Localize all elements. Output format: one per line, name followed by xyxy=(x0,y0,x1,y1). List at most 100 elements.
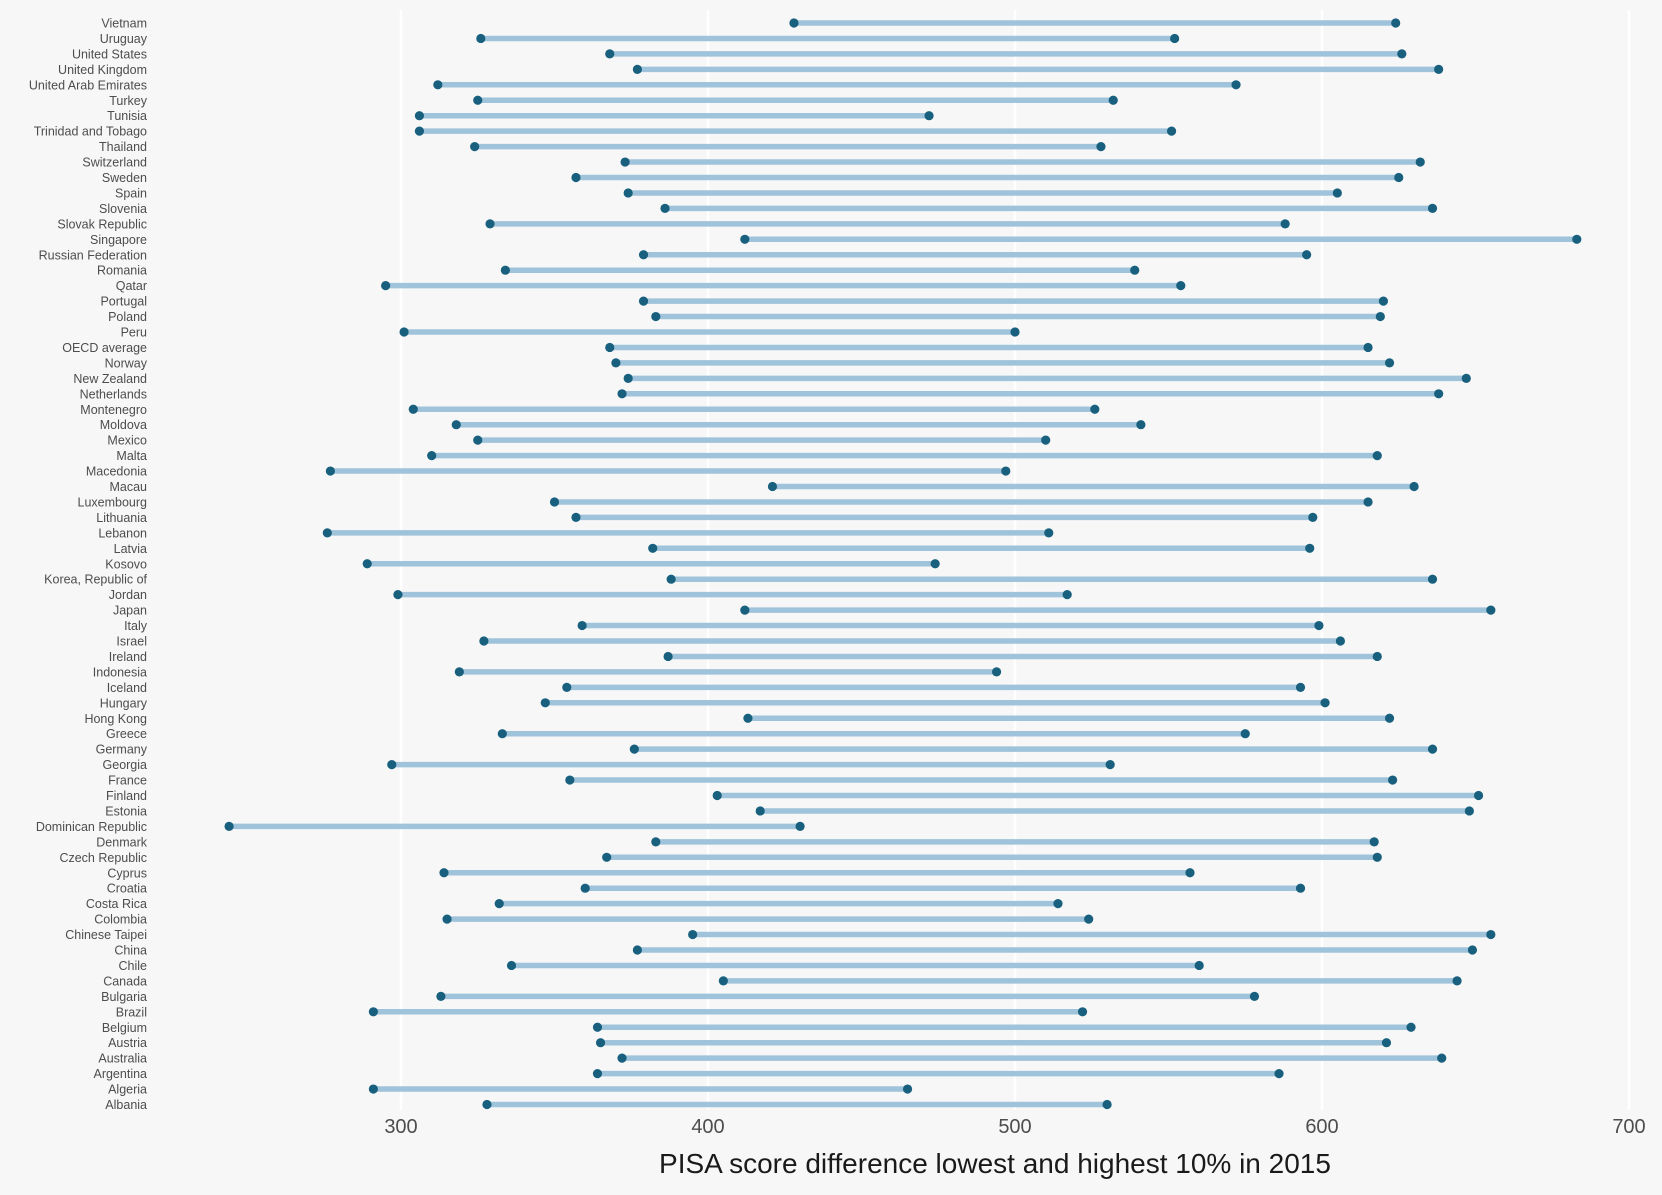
point-low-hong-kong xyxy=(743,713,753,723)
category-label-united-states: United States xyxy=(72,47,147,61)
point-low-macedonia xyxy=(325,466,335,476)
category-label-indonesia: Indonesia xyxy=(93,665,147,679)
point-low-sweden xyxy=(571,172,581,183)
category-label-israel: Israel xyxy=(116,635,147,649)
point-high-united-arab-emirates xyxy=(1231,80,1241,90)
category-label-singapore: Singapore xyxy=(90,233,147,247)
category-label-new-zealand: New Zealand xyxy=(73,372,147,386)
point-low-iceland xyxy=(562,682,572,692)
point-high-thailand xyxy=(1096,142,1106,152)
point-low-qatar xyxy=(381,281,391,291)
point-high-indonesia xyxy=(991,667,1002,677)
point-low-china xyxy=(632,945,642,955)
point-low-ireland xyxy=(663,651,673,662)
category-label-tunisia: Tunisia xyxy=(107,109,147,123)
category-label-mexico: Mexico xyxy=(107,434,147,448)
category-label-denmark: Denmark xyxy=(96,835,147,849)
category-label-korea-republic-of: Korea, Republic of xyxy=(44,573,147,587)
category-label-trinidad-and-tobago: Trinidad and Tobago xyxy=(34,125,147,139)
category-label-georgia: Georgia xyxy=(103,758,148,772)
point-low-spain xyxy=(623,188,633,198)
category-label-chinese-taipei: Chinese Taipei xyxy=(65,928,147,942)
point-high-new-zealand xyxy=(1461,373,1471,383)
point-high-finland xyxy=(1473,790,1484,801)
point-low-singapore xyxy=(740,234,750,244)
category-label-sweden: Sweden xyxy=(102,171,147,185)
point-low-luxembourg xyxy=(549,497,560,507)
category-label-romania: Romania xyxy=(97,264,147,278)
category-label-austria: Austria xyxy=(108,1036,147,1050)
point-high-tunisia xyxy=(924,111,934,121)
category-label-peru: Peru xyxy=(121,326,147,340)
category-label-switzerland: Switzerland xyxy=(82,156,147,170)
point-low-italy xyxy=(577,620,587,631)
point-low-chile xyxy=(506,960,517,971)
point-low-latvia xyxy=(648,543,658,553)
point-high-kosovo xyxy=(930,559,940,569)
category-label-algeria: Algeria xyxy=(108,1083,147,1097)
category-label-germany: Germany xyxy=(96,743,148,757)
point-high-peru xyxy=(1010,327,1020,337)
point-high-montenegro xyxy=(1090,404,1100,414)
point-low-romania xyxy=(500,265,510,275)
x-tick-300: 300 xyxy=(384,1116,417,1138)
point-low-estonia xyxy=(755,806,765,816)
point-high-romania xyxy=(1130,265,1140,275)
point-low-mexico xyxy=(473,435,483,445)
point-low-peru xyxy=(399,327,409,337)
point-low-france xyxy=(565,775,575,785)
point-low-macau xyxy=(767,481,778,492)
category-label-australia: Australia xyxy=(98,1052,147,1066)
point-high-austria xyxy=(1381,1038,1392,1048)
category-label-luxembourg: Luxembourg xyxy=(78,495,148,509)
point-high-bulgaria xyxy=(1249,991,1260,1001)
point-low-denmark xyxy=(651,837,661,847)
point-high-oecd-average xyxy=(1363,342,1373,353)
point-low-switzerland xyxy=(620,157,630,167)
point-high-singapore xyxy=(1572,234,1582,244)
point-high-colombia xyxy=(1084,914,1094,924)
point-low-georgia xyxy=(387,760,397,770)
point-high-mexico xyxy=(1041,435,1051,445)
point-high-russian-federation xyxy=(1302,250,1312,260)
category-label-malta: Malta xyxy=(116,449,147,463)
point-low-hungary xyxy=(540,698,550,708)
category-label-thailand: Thailand xyxy=(99,140,147,154)
point-low-colombia xyxy=(442,914,452,924)
category-label-albania: Albania xyxy=(105,1098,147,1112)
point-low-greece xyxy=(497,729,507,739)
point-low-australia xyxy=(617,1053,627,1063)
point-high-uruguay xyxy=(1170,33,1180,44)
point-high-germany xyxy=(1427,744,1438,754)
point-low-united-kingdom xyxy=(632,64,642,74)
category-label-ireland: Ireland xyxy=(109,650,147,664)
category-label-italy: Italy xyxy=(124,619,148,633)
point-low-slovak-republic xyxy=(485,219,495,229)
point-high-hungary xyxy=(1320,698,1330,708)
point-high-spain xyxy=(1332,188,1342,198)
point-high-dominican-republic xyxy=(795,821,805,832)
point-high-macau xyxy=(1409,481,1419,492)
point-high-macedonia xyxy=(1001,466,1011,476)
point-low-trinidad-and-tobago xyxy=(414,126,425,136)
x-axis-title: PISA score difference lowest and highest… xyxy=(659,1148,1331,1179)
category-label-dominican-republic: Dominican Republic xyxy=(36,820,147,834)
point-low-argentina xyxy=(592,1069,603,1079)
category-label-moldova: Moldova xyxy=(100,418,147,432)
category-label-cyprus: Cyprus xyxy=(107,866,147,880)
point-low-dominican-republic xyxy=(224,821,234,832)
x-tick-600: 600 xyxy=(1305,1116,1338,1138)
point-high-canada xyxy=(1452,976,1462,986)
category-label-colombia: Colombia xyxy=(94,913,147,927)
point-high-australia xyxy=(1437,1053,1447,1063)
point-low-germany xyxy=(629,744,639,754)
point-low-finland xyxy=(712,790,722,801)
point-low-croatia xyxy=(580,883,590,893)
point-high-korea-republic-of xyxy=(1427,574,1438,584)
point-low-thailand xyxy=(470,142,480,152)
point-low-portugal xyxy=(638,296,649,306)
plot-rows xyxy=(224,18,1582,1110)
point-high-cyprus xyxy=(1185,868,1195,878)
